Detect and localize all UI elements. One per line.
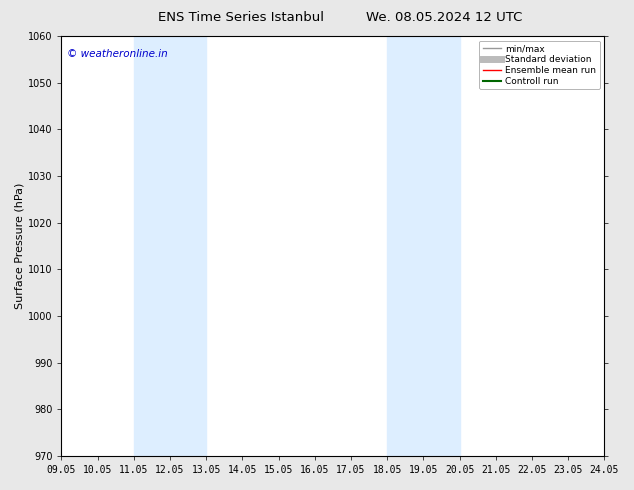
Legend: min/max, Standard deviation, Ensemble mean run, Controll run: min/max, Standard deviation, Ensemble me… — [479, 41, 600, 89]
Text: © weatheronline.in: © weatheronline.in — [67, 49, 167, 59]
Bar — [134, 36, 206, 456]
Text: We. 08.05.2024 12 UTC: We. 08.05.2024 12 UTC — [366, 11, 522, 24]
Y-axis label: Surface Pressure (hPa): Surface Pressure (hPa) — [15, 183, 25, 309]
Bar — [387, 36, 460, 456]
Text: ENS Time Series Istanbul: ENS Time Series Istanbul — [158, 11, 324, 24]
